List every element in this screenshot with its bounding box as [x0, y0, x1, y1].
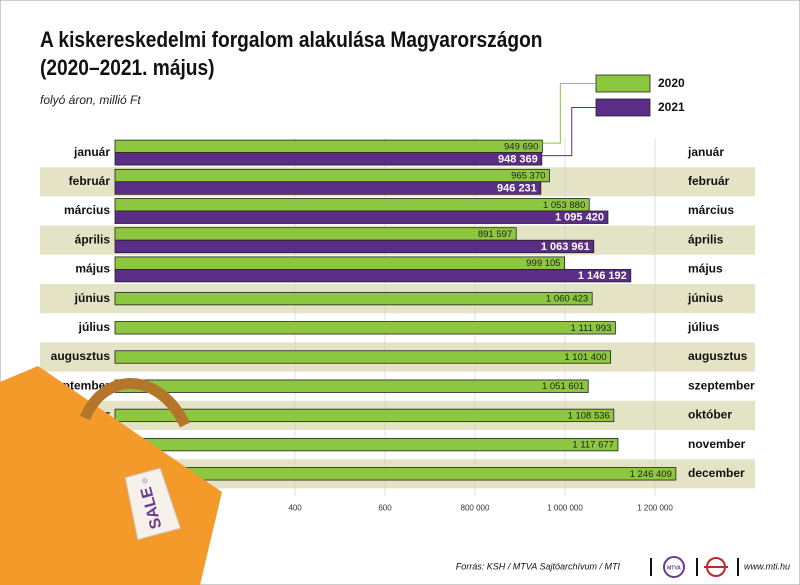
- y-tick-label-right: február: [688, 174, 730, 188]
- y-tick-label-right: március: [688, 203, 734, 217]
- sale-tag: SALE: [124, 467, 181, 541]
- y-tick-label: július: [78, 320, 111, 334]
- x-tick-label: 1 200 000: [637, 504, 673, 513]
- bar: [114, 321, 616, 335]
- y-tick-label-right: június: [687, 291, 724, 305]
- legend-connector: [542, 83, 596, 144]
- bar: [114, 227, 517, 241]
- bar: [114, 139, 543, 154]
- legend-connector: [541, 107, 596, 157]
- data-label: 1 101 400: [564, 352, 606, 363]
- x-tick-label: 800 000: [461, 504, 490, 513]
- data-label: 1 063 961: [541, 241, 590, 253]
- data-label: 1 108 536: [568, 410, 610, 421]
- data-label: 1 053 880: [543, 200, 585, 211]
- data-label: 948 369: [498, 153, 538, 165]
- bar: [114, 168, 550, 183]
- data-label: 1 095 420: [555, 212, 604, 224]
- data-label: 949 690: [504, 141, 538, 152]
- data-label: 1 117 677: [572, 440, 614, 451]
- bar: [114, 256, 565, 270]
- y-tick-label-right: december: [688, 466, 745, 480]
- data-label: 1 146 192: [578, 270, 627, 282]
- data-label: 891 597: [478, 229, 512, 240]
- logo-circle: [663, 556, 685, 578]
- source: Forrás: KSH / MTVA Sajtóarchívum / MTI: [456, 561, 621, 571]
- x-tick-label: 600: [378, 504, 392, 513]
- data-label: 1 051 601: [542, 381, 584, 392]
- y-tick-label: június: [74, 291, 111, 305]
- y-tick-label-right: november: [688, 437, 746, 451]
- sale-bag: SALE: [0, 366, 222, 585]
- data-label: 1 060 423: [546, 294, 588, 305]
- tag: [124, 467, 181, 541]
- bar: [114, 198, 590, 212]
- y-tick-label-right: október: [688, 408, 732, 422]
- bar: [114, 210, 609, 224]
- bar: [114, 268, 632, 283]
- chart-title: A kiskereskedelmi forgalom alakulása Mag…: [40, 27, 543, 80]
- y-tick-label: május: [75, 262, 110, 276]
- y-tick-label: január: [73, 145, 110, 159]
- x-tick-label: 400: [288, 504, 302, 513]
- y-tick-label-right: április: [688, 232, 724, 246]
- y-tick-label-right: szeptember: [688, 378, 755, 392]
- y-tick-label-right: július: [687, 320, 720, 334]
- data-label: 946 231: [497, 182, 537, 194]
- logo: MTVA: [667, 565, 681, 571]
- bar: [114, 152, 543, 166]
- y-tick-label-right: január: [687, 145, 724, 159]
- data-label: 965 370: [511, 171, 545, 182]
- data-label: 1 246 409: [630, 469, 672, 480]
- bar: [114, 291, 593, 306]
- data-label: 1 111 993: [571, 323, 612, 334]
- legend-label: 2021: [658, 100, 685, 114]
- x-tick-label: 1 000 000: [547, 504, 583, 513]
- y-tick-label: augusztus: [51, 349, 111, 363]
- y-tick-label: április: [75, 232, 111, 246]
- y-tick-label: február: [69, 174, 111, 188]
- legend-label: 2020: [658, 76, 685, 90]
- bar: [114, 239, 595, 254]
- legend-swatch: [595, 74, 651, 93]
- bar: [114, 181, 542, 195]
- y-tick-label-right: augusztus: [688, 349, 748, 363]
- bag-handle: [79, 378, 190, 428]
- chart-subtitle: folyó áron, millió Ft: [40, 93, 141, 107]
- website: www.mti.hu: [744, 561, 790, 571]
- footer: Forrás: KSH / MTVA Sajtóarchívum / MTI M…: [456, 556, 790, 578]
- data-label: 999 105: [526, 258, 560, 269]
- y-tick-label: március: [64, 203, 110, 217]
- tag-hole: [141, 477, 148, 484]
- legend-swatch: [595, 98, 651, 117]
- bar: [114, 350, 612, 364]
- bar: [114, 379, 589, 393]
- bar: [114, 437, 619, 452]
- y-tick-label-right: május: [688, 262, 723, 276]
- bar: [114, 408, 615, 423]
